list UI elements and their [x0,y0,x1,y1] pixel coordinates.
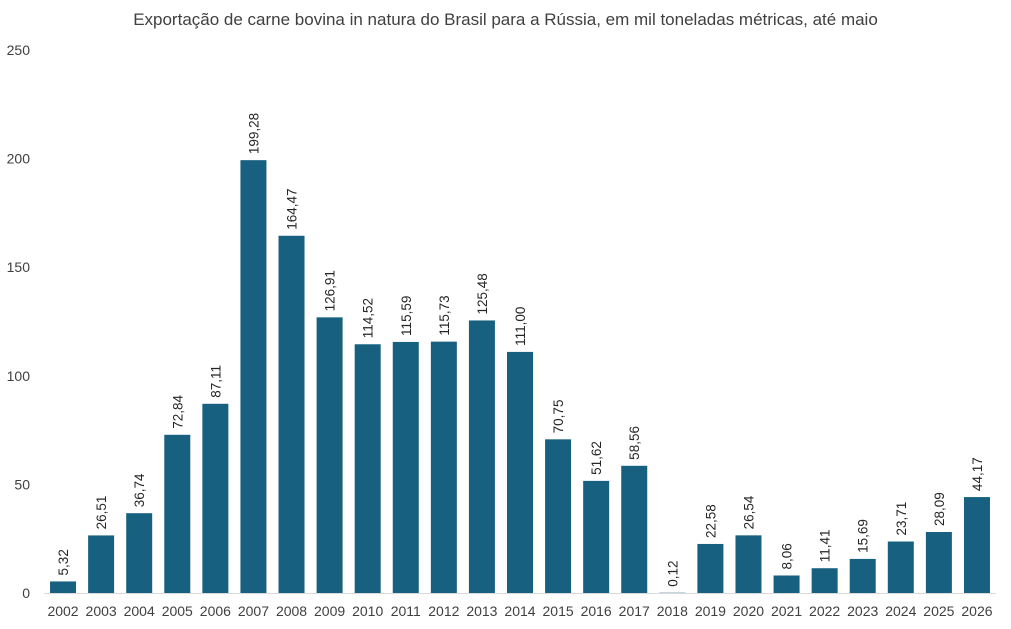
data-label-2005: 72,84 [170,395,185,429]
y-tick-label: 0 [22,585,30,601]
bar-2023 [849,558,876,593]
data-label-2024: 23,71 [894,502,909,536]
data-label-2002: 5,32 [56,549,71,575]
bar-2016 [583,480,610,593]
data-label-2017: 58,56 [627,426,642,460]
y-axis: 0 50 100 150 200 250 [7,42,31,601]
x-tick-label-2024: 2024 [885,603,916,619]
bar-2014 [507,351,533,593]
bar-2012 [430,341,457,593]
y-tick-label: 200 [7,151,31,167]
data-label-2018: 0,12 [665,560,680,586]
x-axis: 2002 2003 2004 2005 2006 2007 2008 2009 2010 2011… [44,593,996,619]
bar-2006 [202,403,229,593]
data-label-2019: 22,58 [703,504,718,538]
x-tick-label-2013: 2013 [466,603,497,619]
x-tick-label-2020: 2020 [733,603,764,619]
x-tick-label-2005: 2005 [162,603,193,619]
bar-2019 [697,543,724,593]
data-label-2007: 199,28 [246,113,261,154]
data-labels-group: 5,32 26,51 36,74 72,84 87,11 199,28 164,47 126,… [56,113,985,587]
data-label-2004: 36,74 [132,473,147,507]
data-label-2020: 26,54 [741,495,756,529]
x-tick-label-2004: 2004 [124,603,155,619]
data-label-2009: 126,91 [323,270,338,311]
x-tick-label-2022: 2022 [809,603,840,619]
y-tick-label: 250 [7,42,31,58]
x-tick-label-2010: 2010 [352,603,383,619]
x-tick-label-2025: 2025 [923,603,954,619]
x-tick-label-2018: 2018 [657,603,688,619]
data-label-2006: 87,11 [208,365,223,398]
data-label-2011: 115,59 [399,296,414,336]
bar-2005 [164,434,191,593]
chart-title: Exportação de carne bovina in natura do … [133,10,878,29]
x-tick-label-2016: 2016 [581,603,612,619]
x-tick-label-2015: 2015 [543,603,574,619]
bar-2010 [354,344,381,593]
y-tick-label: 150 [7,259,31,275]
x-tick-label-2019: 2019 [695,603,726,619]
bar-2004 [126,513,153,593]
x-tick-label-2014: 2014 [504,603,535,619]
bar-2013 [468,320,495,593]
bar-2026 [963,497,990,593]
data-label-2025: 28,09 [932,492,947,526]
x-tick-label-2002: 2002 [47,603,78,619]
x-tick-label-2007: 2007 [238,603,269,619]
x-tick-label-2011: 2011 [391,603,421,619]
data-label-2023: 15,69 [856,519,871,553]
bar-2020 [735,535,762,593]
x-tick-label-2006: 2006 [200,603,231,619]
data-label-2021: 8,06 [780,543,795,569]
data-label-2013: 125,48 [475,273,490,314]
data-label-2010: 114,52 [361,298,376,338]
bar-2003 [88,535,115,593]
data-label-2014: 111,00 [513,307,528,346]
data-label-2015: 70,75 [551,400,566,434]
bar-2025 [925,531,952,593]
bar-2021 [773,575,800,593]
bar-2002 [50,581,77,593]
bar-2007 [240,160,267,594]
x-tick-label-2003: 2003 [86,603,117,619]
bar-2011 [392,341,419,593]
data-label-2016: 51,62 [589,441,604,475]
bars-group [50,160,990,594]
data-label-2026: 44,17 [970,457,985,491]
x-tick-label-2026: 2026 [961,603,992,619]
x-tick-label-2023: 2023 [847,603,878,619]
bar-2017 [621,465,648,593]
x-tick-label-2021: 2021 [771,603,802,619]
data-label-2022: 11,41 [818,529,833,562]
data-label-2008: 164,47 [285,188,300,229]
x-tick-label-2009: 2009 [314,603,345,619]
x-tick-label-2017: 2017 [619,603,650,619]
y-tick-label: 100 [7,368,31,384]
y-tick-label: 50 [14,476,30,492]
x-tick-label-2012: 2012 [428,603,459,619]
bar-2015 [545,439,572,593]
data-label-2003: 26,51 [94,496,109,530]
bar-2022 [811,568,838,593]
bar-2009 [316,317,343,593]
bar-2024 [887,541,914,593]
bar-2008 [278,235,305,593]
data-label-2012: 115,73 [437,295,452,335]
x-tick-label-2008: 2008 [276,603,307,619]
